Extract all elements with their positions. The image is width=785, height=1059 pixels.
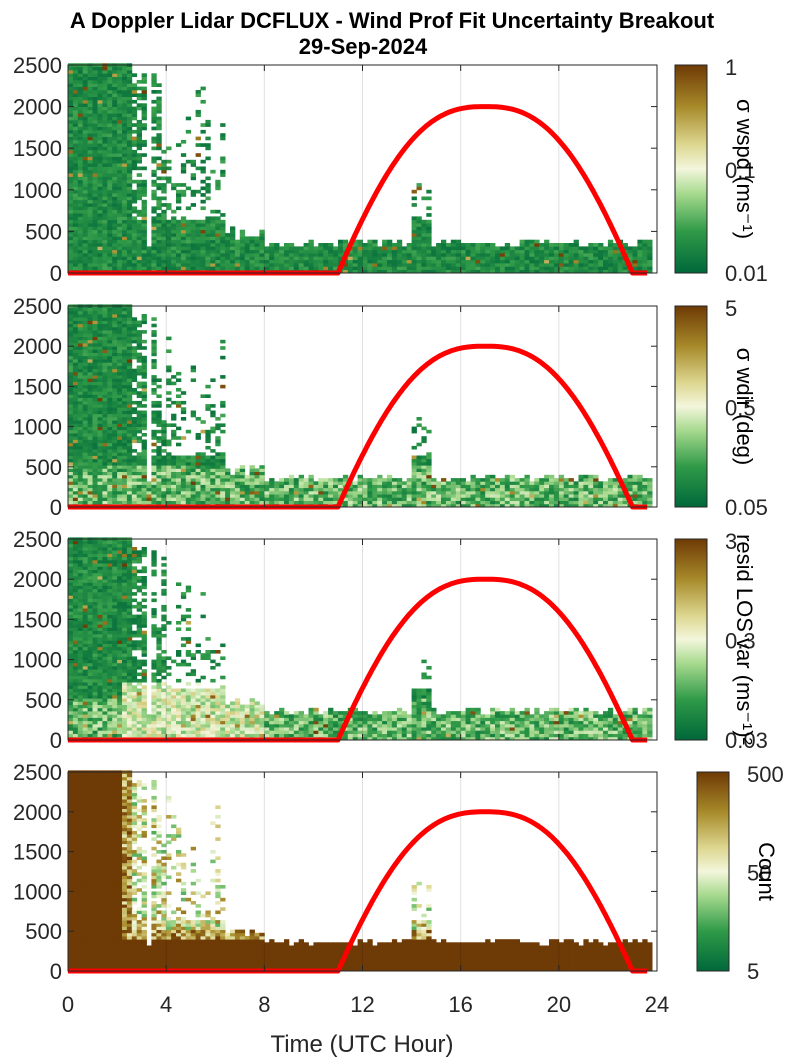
x-tick-label: 12 <box>350 992 374 1017</box>
figure-title-line1: A Doppler Lidar DCFLUX - Wind Prof Fit U… <box>70 8 715 33</box>
x-tick-label: 16 <box>448 992 472 1017</box>
y-tick-label: 1000 <box>13 648 62 673</box>
sun-elevation-line <box>68 576 648 743</box>
y-tick-label: 2000 <box>13 95 62 120</box>
y-tick-label: 0 <box>50 261 62 286</box>
y-tick-label: 1500 <box>13 136 62 161</box>
y-tick-label: 2500 <box>13 527 62 552</box>
colorbar <box>674 64 708 274</box>
figure-title-line2: 29-Sep-2024 <box>299 34 428 59</box>
y-tick-label: 2000 <box>13 567 62 592</box>
colorbar-tick-label: 0.01 <box>725 261 768 286</box>
sun-elevation-line <box>68 809 648 974</box>
y-tick-label: 500 <box>25 455 62 480</box>
colorbar-tick-label: 0.05 <box>725 495 768 520</box>
y-tick-label: 2500 <box>13 53 62 78</box>
x-tick-label: 0 <box>62 992 74 1017</box>
colorbar-label: σ wdir (deg) <box>732 348 757 466</box>
y-tick-label: 0 <box>50 728 62 753</box>
colorbar-tick-label: 0.1 <box>725 158 756 183</box>
y-tick-label: 2000 <box>13 800 62 825</box>
colorbar <box>674 538 708 741</box>
heatmap-cells <box>68 63 653 274</box>
colorbar-tick-label: 50 <box>747 861 771 886</box>
x-tick-label: 8 <box>258 992 270 1017</box>
colorbar-label: Count <box>754 842 779 901</box>
y-tick-label: 500 <box>25 688 62 713</box>
y-tick-label: 1500 <box>13 374 62 399</box>
x-tick-label: 24 <box>645 992 669 1017</box>
colorbar-tick-label: 500 <box>747 762 784 787</box>
y-tick-label: 2000 <box>13 334 62 359</box>
x-tick-label: 4 <box>160 992 172 1017</box>
colorbar-tick-label: 0.3 <box>725 629 756 654</box>
colorbar-tick-label: 1 <box>725 55 737 80</box>
panel-count: 0 500 1000 1500 2000 2500 0 4 8 12 16 20 24 500 50 5 Cou… <box>13 760 784 1017</box>
y-tick-label: 2500 <box>13 294 62 319</box>
y-tick-label: 1000 <box>13 415 62 440</box>
y-tick-label: 500 <box>25 219 62 244</box>
y-tick-label: 500 <box>25 919 62 944</box>
y-tick-label: 1000 <box>13 879 62 904</box>
x-tick-label: 20 <box>547 992 571 1017</box>
y-tick-label: 2500 <box>13 760 62 785</box>
colorbar-label: σ wspd (ms⁻¹) <box>732 99 757 239</box>
colorbar-tick-label: 5 <box>747 959 759 984</box>
colorbar-tick-label: 0.5 <box>725 396 756 421</box>
colorbar <box>696 771 730 972</box>
colorbar <box>674 305 708 508</box>
y-tick-label: 1500 <box>13 840 62 865</box>
colorbar-tick-label: 5 <box>725 296 737 321</box>
x-axis-label: Time (UTC Hour) <box>270 1031 453 1058</box>
heatmap-cells <box>68 770 653 972</box>
colorbar-tick-label: 0.03 <box>725 728 768 753</box>
y-tick-label: 1500 <box>13 607 62 632</box>
sun-elevation-line <box>68 343 648 510</box>
y-tick-label: 1000 <box>13 178 62 203</box>
y-tick-label: 0 <box>50 959 62 984</box>
y-tick-label: 0 <box>50 495 62 520</box>
panel-wind-direction-uncertainty: 0 500 1000 1500 2000 2500 5 0.5 0.05 σ wdir (deg) <box>13 294 768 520</box>
panel-wind-speed-uncertainty: 0 500 1000 1500 2000 2500 1 0.1 0.01 σ wspd (ms⁻¹… <box>13 53 768 286</box>
colorbar-tick-label: 3 <box>725 529 737 554</box>
sun-elevation-line <box>68 104 648 276</box>
colorbar-label: resid LOS var (ms⁻¹)² <box>732 534 757 745</box>
